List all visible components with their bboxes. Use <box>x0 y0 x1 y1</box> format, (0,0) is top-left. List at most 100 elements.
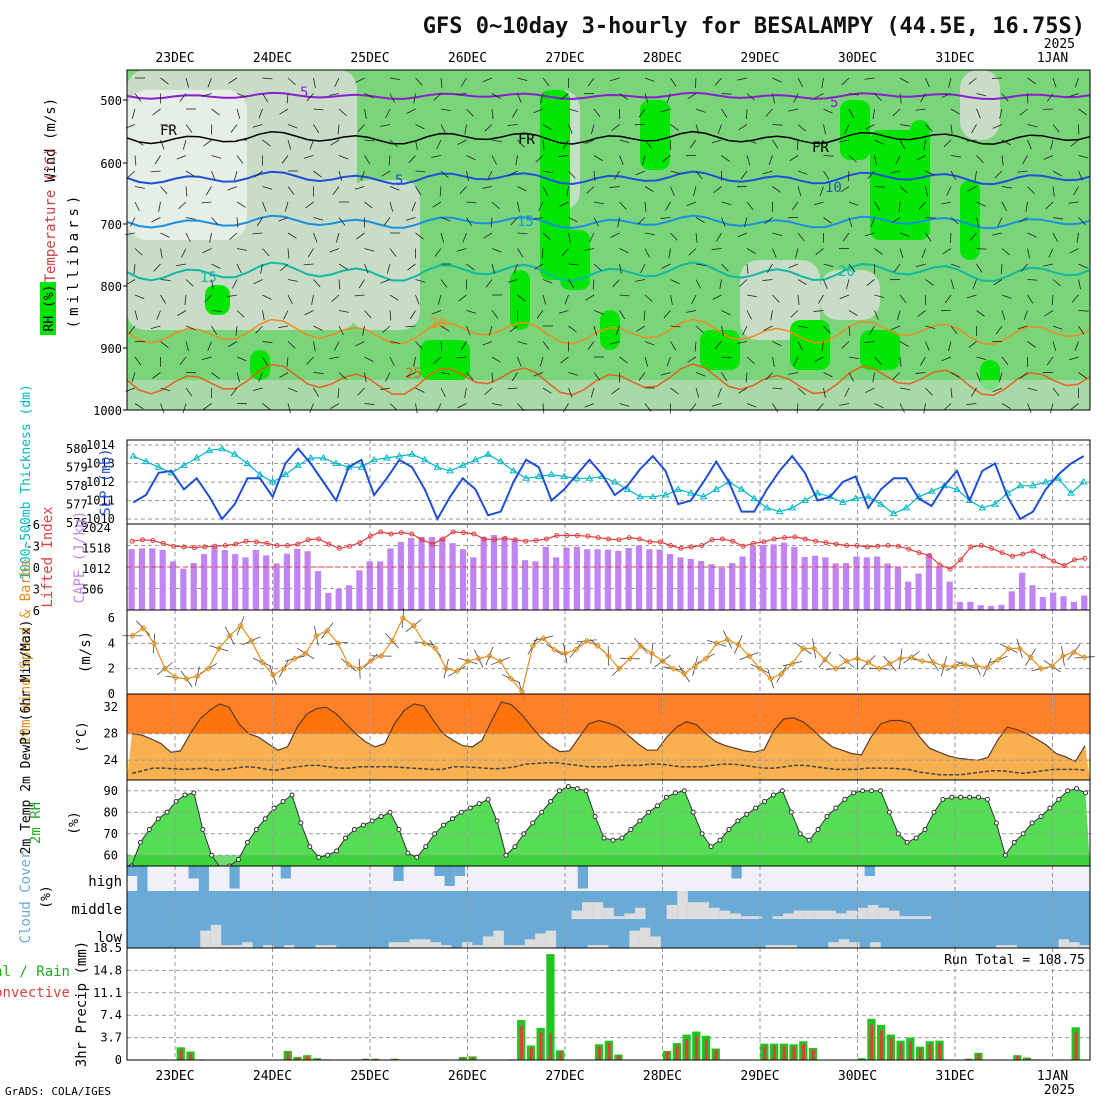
pressure-tick-label: 600 <box>100 157 122 171</box>
wind-barb <box>920 356 926 366</box>
wind-barb <box>976 217 979 228</box>
li-point <box>160 540 166 546</box>
rh-point <box>137 839 143 845</box>
wind-barb <box>619 294 630 297</box>
wind-barb <box>899 186 908 194</box>
pressure-tick-label: 800 <box>100 280 122 294</box>
wind-barb <box>160 387 171 392</box>
date-label-top: 1JAN <box>1037 51 1068 66</box>
wind-barb <box>969 232 977 241</box>
wind-barb <box>644 186 654 192</box>
li-point <box>1020 551 1026 557</box>
wind-barb <box>823 325 831 334</box>
wind-barb <box>181 248 187 258</box>
wind-barb <box>362 325 365 336</box>
wind10-point <box>875 665 883 672</box>
wind-barb <box>789 155 799 162</box>
wind10-point <box>475 655 482 662</box>
thickness-point <box>446 466 454 474</box>
wind-barb <box>313 232 318 243</box>
wind-barb <box>890 325 901 331</box>
cloud-low-bar <box>587 945 599 948</box>
wind-barb <box>899 124 910 127</box>
li-point <box>212 543 218 549</box>
wind10-point <box>864 659 872 666</box>
cloud-low-bar <box>995 945 1007 948</box>
wind-barb <box>431 155 442 158</box>
rh-high-area <box>560 230 590 290</box>
li-point <box>916 550 922 556</box>
wind-barb <box>160 124 171 128</box>
wind10-point <box>713 640 720 647</box>
rh-point <box>655 803 661 809</box>
wind-barb <box>593 310 604 315</box>
wind-barb <box>719 279 722 290</box>
wind-barb <box>1076 232 1079 243</box>
wind-barb <box>415 139 418 150</box>
cloud-middle-bar <box>825 910 837 919</box>
thickness-point <box>953 485 961 492</box>
rh-point <box>984 796 990 802</box>
li-point <box>647 539 653 545</box>
thickness-point <box>382 453 391 461</box>
precip-tick-label: 18.5 <box>93 941 122 955</box>
wind-barb <box>895 155 901 165</box>
rh-high-area <box>600 310 620 350</box>
cape-bar <box>718 567 725 610</box>
wind10-point <box>767 675 775 683</box>
contour-15 <box>126 261 1091 283</box>
wind-barb <box>330 403 340 409</box>
wind-barb <box>535 155 544 163</box>
wind-barb <box>721 201 732 205</box>
wind-barb <box>568 124 573 134</box>
wind-barb <box>128 325 136 335</box>
cloud-high-bar <box>137 866 148 891</box>
wind10-tick-label: 4 <box>108 636 115 650</box>
precip-convective-bar <box>393 1058 397 1060</box>
wind-barb <box>746 93 755 101</box>
wind-barb <box>966 403 977 405</box>
rh-point <box>476 801 482 807</box>
wind-barb <box>976 372 981 382</box>
wind-barb <box>1027 279 1038 281</box>
wind-barb <box>925 124 933 132</box>
cape-bar <box>801 556 808 610</box>
wind-barb <box>185 186 188 197</box>
li-point <box>450 529 456 535</box>
cape-bar <box>791 546 798 610</box>
wind-barb <box>611 387 620 395</box>
wind-barb <box>533 108 544 114</box>
wind-barb <box>287 139 292 150</box>
wind-barb <box>536 310 544 319</box>
wind-barb <box>790 310 799 318</box>
wind-barb <box>1001 403 1011 409</box>
wind-barb <box>693 186 697 197</box>
wind-barb <box>262 139 271 147</box>
wind-barb <box>950 372 960 378</box>
precip-convective-bar <box>607 1043 611 1060</box>
wind10-point <box>1027 654 1034 661</box>
temp-unit-label: (°C) <box>75 721 90 752</box>
wind-barb <box>949 232 952 244</box>
wind-barb <box>211 325 217 335</box>
wind-barb <box>943 139 952 148</box>
wind-barb <box>644 294 653 302</box>
wind-barb <box>765 372 773 381</box>
wind-barb <box>541 248 544 259</box>
wind-barb <box>262 356 268 366</box>
wind-barb <box>338 372 347 380</box>
cape-bar <box>677 557 684 610</box>
cloud-low-bar <box>242 942 253 948</box>
wind10-point <box>410 622 417 629</box>
precip-convective-bar <box>179 1049 183 1060</box>
contour-label: FR <box>812 140 829 156</box>
cloud-middle-bar <box>899 916 911 919</box>
cape-bar <box>511 538 518 610</box>
wind-barb <box>842 232 850 242</box>
wind10-point <box>269 671 277 679</box>
wind-barb <box>388 155 391 166</box>
cloud-low-bar <box>849 942 860 948</box>
rh-point <box>316 854 322 860</box>
cloud-low-bar <box>1069 942 1080 948</box>
wind10-point <box>832 665 839 672</box>
